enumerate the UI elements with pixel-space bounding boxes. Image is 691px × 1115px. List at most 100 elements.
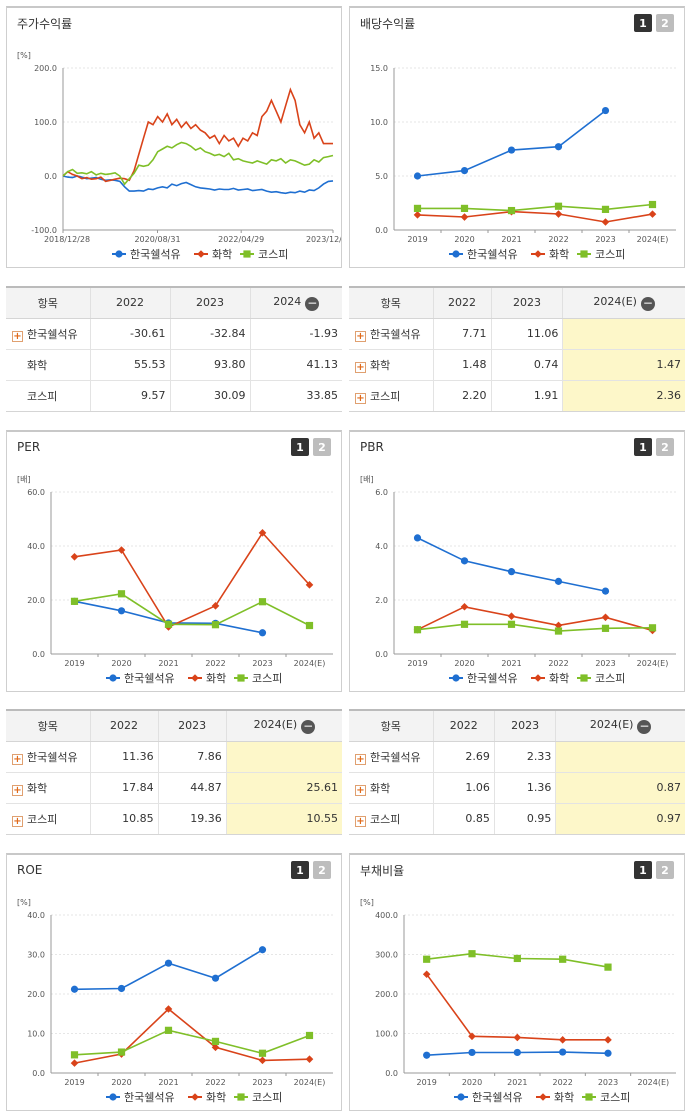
collapse-icon[interactable]: − xyxy=(305,295,320,311)
series-line xyxy=(426,973,608,1041)
data-point xyxy=(413,626,422,634)
table-cell xyxy=(225,740,342,772)
x-tick-label: 2022 xyxy=(205,1078,225,1087)
tab-1[interactable]: 1 xyxy=(634,438,652,456)
x-tick-label: 2023 xyxy=(595,659,615,668)
data-point xyxy=(554,577,563,585)
expand-icon[interactable]: + xyxy=(355,330,366,342)
data-point xyxy=(258,598,267,606)
x-tick-label: 2024(E) xyxy=(637,659,669,668)
tab-1[interactable]: 1 xyxy=(634,861,652,879)
tab-2[interactable]: 2 xyxy=(313,861,331,879)
data-point xyxy=(507,568,516,576)
expand-icon[interactable]: + xyxy=(355,784,366,796)
data-point xyxy=(507,620,516,628)
row-label[interactable]: + 화학 xyxy=(6,771,90,803)
x-tick-label: 2024(E) xyxy=(294,1078,326,1087)
tab-1[interactable]: 1 xyxy=(291,438,309,456)
data-point xyxy=(413,211,422,219)
tab-2[interactable]: 2 xyxy=(656,438,674,456)
expand-icon[interactable]: + xyxy=(355,361,366,373)
table-header: 2023 xyxy=(490,288,563,319)
row-label[interactable]: + 화학 xyxy=(349,771,433,803)
collapse-icon[interactable]: − xyxy=(301,718,316,734)
expand-icon[interactable]: + xyxy=(12,815,23,827)
tab-2[interactable]: 2 xyxy=(313,438,331,456)
row-label[interactable]: + 한국쉘석유 xyxy=(349,740,433,772)
table-cell: 1.06 xyxy=(432,771,495,803)
table-cell: -32.84 xyxy=(169,317,251,349)
row-label[interactable]: + 한국쉘석유 xyxy=(349,317,433,349)
row-label[interactable]: + 코스피 xyxy=(349,379,433,411)
tab-2[interactable]: 2 xyxy=(656,861,674,879)
x-tick-label: 2023/12/28 xyxy=(306,235,341,244)
row-label[interactable]: + 코스피 xyxy=(349,802,433,834)
row-label[interactable]: + 코스피 xyxy=(6,802,90,834)
tab-1[interactable]: 1 xyxy=(634,14,652,32)
table-cell: 9.57 xyxy=(89,379,171,411)
x-tick-label: 2023 xyxy=(252,1078,272,1087)
data-point xyxy=(648,210,657,218)
unit-label: [배] xyxy=(360,475,374,484)
series-line xyxy=(417,605,653,632)
tab-2[interactable]: 2 xyxy=(656,14,674,32)
data-point xyxy=(513,1033,522,1042)
collapse-icon[interactable]: − xyxy=(640,295,655,311)
x-tick-label: 2023 xyxy=(598,1078,618,1087)
panel-title: PBR xyxy=(360,440,384,454)
collapse-icon[interactable]: − xyxy=(637,718,652,734)
row-name: 화학 xyxy=(370,358,391,372)
data-point xyxy=(423,1051,431,1059)
row-label[interactable]: + 화학 xyxy=(349,348,433,380)
panel-title: 부채비율 xyxy=(360,863,405,878)
expand-icon[interactable]: + xyxy=(355,753,366,765)
table-cell: 41.13 xyxy=(249,348,342,380)
y-tick-label: 0.0 xyxy=(32,1069,45,1078)
table-cell: -1.93 xyxy=(249,317,342,349)
tab-1[interactable]: 1 xyxy=(291,861,309,879)
data-point xyxy=(117,1048,126,1056)
table-cell: 1.48 xyxy=(432,348,492,380)
series-line xyxy=(62,87,333,183)
data-point xyxy=(601,205,610,213)
legend-marker xyxy=(237,1093,245,1101)
data-point xyxy=(558,1036,567,1044)
legend-marker xyxy=(539,1093,547,1101)
table-header: 2024(E) − xyxy=(562,288,685,319)
expand-icon[interactable]: + xyxy=(355,392,366,404)
data-point xyxy=(305,621,314,630)
data-point xyxy=(413,204,422,212)
y-tick-label: 200.0 xyxy=(34,64,57,73)
table-row: 화학 55.53 93.80 41.13 xyxy=(6,348,342,380)
data-point xyxy=(70,1051,79,1059)
x-tick-label: 2024(E) xyxy=(638,1078,670,1087)
row-label[interactable]: + 한국쉘석유 xyxy=(6,317,90,349)
legend-label: 한국쉘석유 xyxy=(472,1091,523,1104)
row-label[interactable]: + 한국쉘석유 xyxy=(6,740,90,772)
expand-icon[interactable]: + xyxy=(12,784,23,796)
x-tick-label: 2020/08/31 xyxy=(134,235,180,244)
series-line xyxy=(417,623,653,632)
expand-icon[interactable]: + xyxy=(12,753,23,765)
data-point xyxy=(559,1048,567,1056)
data-point xyxy=(164,620,173,628)
data-point xyxy=(604,1049,612,1057)
y-tick-label: 100.0 xyxy=(375,1030,398,1039)
legend-marker xyxy=(197,250,205,258)
table-cell: 93.80 xyxy=(169,348,251,380)
x-tick-label: 2019 xyxy=(416,1078,436,1087)
legend-label: 코스피 xyxy=(252,672,282,685)
table-header: 항목 xyxy=(349,288,433,319)
x-tick-label: 2022/04/29 xyxy=(218,235,264,244)
expand-icon[interactable]: + xyxy=(355,815,366,827)
table-cell: 0.85 xyxy=(432,802,495,834)
expand-icon[interactable]: + xyxy=(12,330,23,342)
table-cell: 2.69 xyxy=(432,740,495,772)
series-line xyxy=(74,592,310,627)
data-point xyxy=(554,202,563,210)
data-point xyxy=(507,612,516,620)
data-point xyxy=(460,167,469,175)
